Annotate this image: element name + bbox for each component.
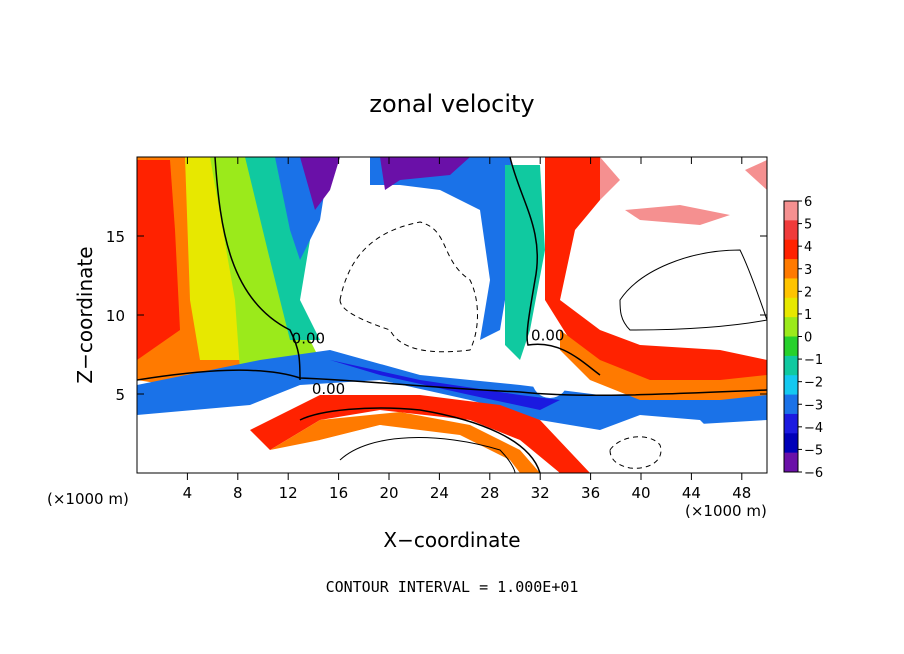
colorbar-swatch (784, 452, 798, 473)
colorbar-tick-label: −6 (804, 466, 823, 481)
colorbar-tick-label: 6 (804, 195, 812, 210)
colorbar-tick-label: 4 (804, 240, 812, 255)
x-tick-label: 32 (531, 484, 550, 502)
colorbar-swatch (784, 336, 798, 357)
x-axis-label: X−coordinate (383, 528, 520, 552)
contour-label: 0.00 (312, 380, 345, 398)
colorbar-tick-label: −5 (804, 443, 823, 458)
colorbar-swatch (784, 375, 798, 396)
field-region-pink-patch (625, 205, 730, 225)
field-region-right-cyan (505, 165, 545, 360)
contour-zero-lower (299, 407, 541, 473)
colorbar-tick-label: 0 (804, 331, 812, 346)
y-tick-label: 10 (106, 307, 125, 325)
colorbar-tick-label: 2 (804, 285, 812, 300)
x-tick-label: 36 (581, 484, 600, 502)
colorbar-tick-label: 3 (804, 263, 812, 278)
colorbar-tick-label: −3 (804, 398, 823, 413)
colorbar-swatch (784, 413, 798, 434)
colorbar-tick-label: −4 (804, 421, 823, 436)
field-region-arch-blue (370, 157, 520, 340)
y-axis-label: Z−coordinate (73, 246, 97, 383)
x-tick-label: 8 (233, 484, 243, 502)
contour-label: 0.00 (292, 329, 325, 347)
x-tick-label: 20 (379, 484, 398, 502)
colorbar-swatch (784, 239, 798, 260)
x-tick-label: 44 (682, 484, 701, 502)
field-region-lower-orange (270, 412, 540, 473)
x-tick-label: 40 (631, 484, 650, 502)
field-region-lower-red (250, 395, 590, 473)
colorbar-swatch (784, 259, 798, 279)
x-tick-label: 28 (480, 484, 499, 502)
colorbar-tick-label: 5 (804, 218, 812, 233)
colorbar-swatch (784, 433, 798, 454)
y-tick-label: 15 (106, 228, 125, 246)
x-tick-label: 12 (279, 484, 298, 502)
contour-labels: 0.00 0.00 0.00 (292, 326, 565, 398)
colorbar-swatch (784, 201, 798, 221)
x-tick-label: 48 (732, 484, 751, 502)
contour-label: 0.00 (531, 326, 564, 344)
contour-zero-band (137, 369, 767, 397)
field-region-hole-lower (590, 415, 720, 473)
x-axis: 4 8 12 16 20 24 28 32 36 40 44 48 (183, 157, 751, 502)
colorbar-swatch (784, 220, 798, 241)
colorbar-swatch (784, 394, 798, 415)
y-tick-label: 5 (115, 386, 125, 404)
chart-title: zonal velocity (369, 90, 534, 118)
field-region-right-orange (560, 330, 767, 400)
field-region-diagonal-dark (330, 360, 560, 410)
colorbar-tick-label: −2 (804, 376, 823, 391)
colorbar-tick-label: 1 (804, 308, 812, 323)
colorbar-swatch (784, 317, 798, 337)
contour-interval-note: CONTOUR INTERVAL = 1.000E+01 (326, 578, 579, 596)
contour-zero-left (214, 157, 301, 381)
x-tick-label: 16 (329, 484, 348, 502)
contour-pos-thin-lower (339, 437, 516, 473)
colorbar-swatch (784, 278, 798, 299)
plot-area (137, 157, 767, 473)
colorbar: 6 5 4 3 2 1 0 −1 −2 −3 −4 −5 −6 (783, 195, 823, 481)
field-region-left-red (137, 160, 180, 360)
contour-neg-dashed-lower (609, 436, 662, 469)
field-region-pink-corner (745, 160, 767, 190)
field-region-upper-purple (300, 157, 340, 210)
field-region-hole (532, 362, 568, 398)
colorbar-swatch (784, 355, 798, 376)
x-tick-label: 24 (430, 484, 449, 502)
colorbar-tick-label: −1 (804, 353, 823, 368)
x-tick-label: 4 (183, 484, 193, 502)
field-region-right-red (545, 157, 767, 395)
y-axis: 5 10 15 (106, 228, 767, 404)
contour-zero-right (509, 157, 601, 376)
field-region-hole-mid (310, 425, 520, 473)
field-region-arch-purple (380, 157, 470, 190)
field-region-hole-left (137, 430, 200, 473)
field-region-right-pink (600, 157, 620, 200)
colorbar-swatch (784, 297, 798, 318)
x-unit-left: (×1000 m) (47, 490, 129, 508)
x-unit-right: (×1000 m) (685, 502, 767, 520)
contour-neg-dashed (339, 221, 478, 353)
